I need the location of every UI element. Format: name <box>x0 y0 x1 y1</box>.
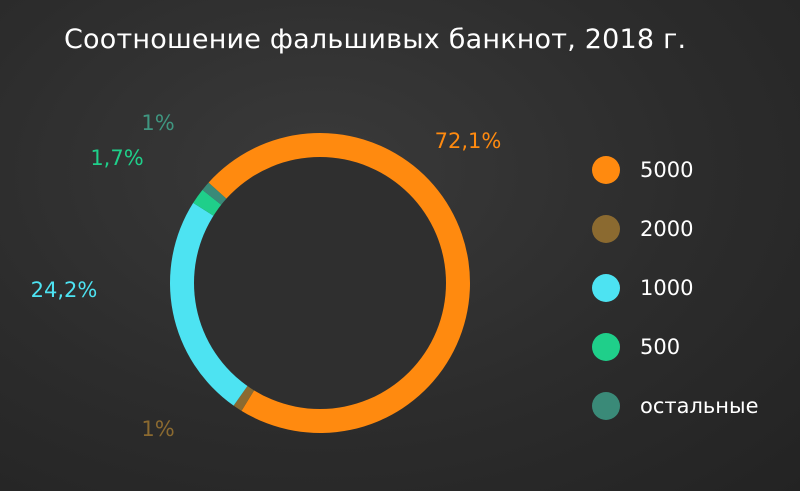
legend-item-остальные: остальные <box>592 376 759 435</box>
legend-item-5000: 5000 <box>592 140 759 199</box>
legend: 5000 2000 1000 500 остальные <box>592 140 759 435</box>
data-label-2000: 1% <box>141 417 174 441</box>
legend-item-1000: 1000 <box>592 258 759 317</box>
legend-label: остальные <box>640 393 759 418</box>
legend-label: 1000 <box>640 275 694 300</box>
legend-label: 500 <box>640 334 681 359</box>
legend-swatch <box>592 273 620 302</box>
data-label-500: 1,7% <box>90 146 143 170</box>
legend-swatch <box>592 391 620 420</box>
legend-label: 2000 <box>640 216 694 241</box>
data-label-5000: 72,1% <box>435 129 502 153</box>
legend-swatch <box>592 155 620 184</box>
chart-title: Соотношение фальшивых банкнот, 2018 г. <box>64 24 687 55</box>
legend-item-500: 500 <box>592 317 759 376</box>
legend-item-2000: 2000 <box>592 199 759 258</box>
data-label-1000: 24,2% <box>31 278 98 302</box>
data-label-остальные: 1% <box>141 111 174 135</box>
donut-hole <box>194 157 446 409</box>
legend-swatch <box>592 332 620 361</box>
data-labels: 72,1% 1% 24,2% 1,7% 1% <box>31 111 502 441</box>
legend-swatch <box>592 214 620 243</box>
legend-label: 5000 <box>640 157 694 182</box>
